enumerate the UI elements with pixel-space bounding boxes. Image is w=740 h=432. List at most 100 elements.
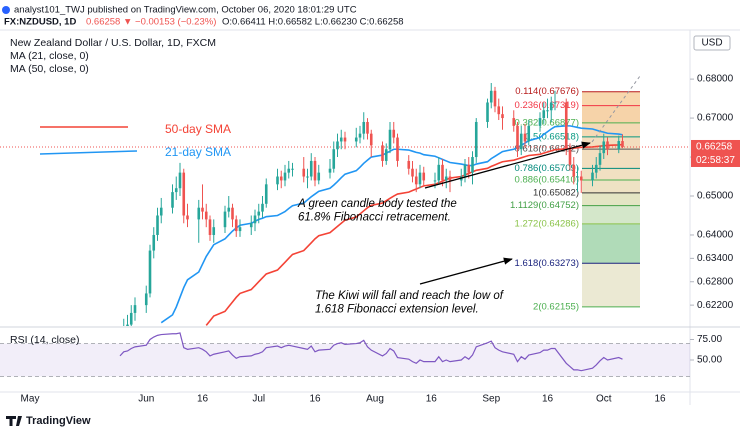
candle-body <box>223 211 227 228</box>
fib-label: 0.114(0.67676) <box>515 86 579 97</box>
rsi-pane <box>0 332 690 377</box>
candle-body <box>411 168 414 177</box>
fib-band <box>582 105 640 123</box>
candle-body <box>253 215 257 224</box>
last-price-box <box>691 139 740 154</box>
candle-body <box>489 90 493 103</box>
candle-body <box>617 141 621 150</box>
sma-annotation: 21-day SMA <box>165 145 231 159</box>
candle-body <box>568 149 572 165</box>
candle-body <box>516 125 519 150</box>
candle-body <box>579 176 583 181</box>
legend-entry: MA (50, close, 0) <box>10 63 89 75</box>
y-tick-label: 0.65000 <box>697 191 734 202</box>
fib-band <box>582 180 640 193</box>
ma-line <box>160 125 623 324</box>
overlay: 21-day SMA 50-day SMA A green candle body … <box>39 75 641 316</box>
x-tick-label: May <box>21 394 40 405</box>
last-price-label: 0.66258 <box>696 142 733 153</box>
rsi-line <box>119 332 623 372</box>
chart-title: New Zealand Dollar / U.S. Dollar, 1D, FX… <box>10 37 216 49</box>
currency-box[interactable] <box>693 35 731 51</box>
legend-entry: MA (21, close, 0) <box>10 50 89 62</box>
fib-label: 0.382(0.66877) <box>515 117 579 128</box>
candle-body <box>467 164 471 173</box>
candle-body <box>328 168 332 173</box>
currency[interactable]: USD <box>701 38 722 49</box>
fib-band <box>582 122 640 137</box>
candle-body <box>283 172 287 181</box>
candle-body <box>126 324 129 326</box>
y-tick-label: 0.64000 <box>697 230 734 241</box>
candle-body <box>156 215 159 235</box>
rsi-band <box>0 343 690 377</box>
candle-body <box>576 176 579 178</box>
candle-body <box>133 305 137 313</box>
sma-annotation: 50-day SMA <box>165 122 231 136</box>
y-tick-label: 0.62800 <box>697 276 734 287</box>
candle-body <box>572 164 576 177</box>
candle-body <box>493 90 497 107</box>
arrow <box>419 257 513 285</box>
y-tick-label: 0.68000 <box>697 74 734 85</box>
fib-label: 2(0.62155) <box>533 301 579 312</box>
fib-band <box>582 168 640 181</box>
x-tick-label: Oct <box>596 394 612 405</box>
candle-body <box>381 145 384 161</box>
note: A green candle body tested the <box>297 198 457 210</box>
candle-body <box>354 137 358 142</box>
candle-body <box>152 234 156 251</box>
candle-body <box>542 110 546 119</box>
candle-body <box>564 102 568 150</box>
rsi-title: RSI (14, close) <box>10 334 79 346</box>
candle-body <box>549 102 553 111</box>
candle-body <box>594 164 598 173</box>
ma-line <box>205 143 623 326</box>
candle-body <box>392 129 396 138</box>
x-tick-label: 16 <box>426 394 438 405</box>
candle-body <box>501 114 504 119</box>
candle-body <box>129 312 133 325</box>
fib-band <box>582 192 640 206</box>
candle-body <box>317 172 321 181</box>
candle-body <box>231 207 234 220</box>
candle-body <box>486 102 489 122</box>
candle-body <box>186 215 189 220</box>
fib-band <box>582 205 640 224</box>
candle-body <box>497 106 501 115</box>
rsi-y-tick-label: 50.00 <box>697 355 722 366</box>
fib-label: 0.5(0.66518) <box>525 131 579 142</box>
x-tick-label: Sep <box>482 394 500 405</box>
candle-body <box>343 137 347 142</box>
fib-band <box>582 149 640 169</box>
x-tick-label: Jun <box>138 394 154 405</box>
candle-body <box>144 293 148 306</box>
countdown-box <box>691 153 740 167</box>
fib-label: 0.886(0.65410) <box>515 175 579 186</box>
fib-label: 0.236(0.67319) <box>515 100 579 111</box>
candle-body <box>174 188 178 193</box>
rsi-y-tick-label: 75.00 <box>697 334 722 345</box>
candle-body <box>591 172 594 181</box>
fib-label: 1.272(0.64286) <box>515 218 579 229</box>
note: 1.618 Fibonacci extension level. <box>315 304 479 316</box>
candle-body <box>313 160 317 181</box>
candle-body <box>414 176 418 185</box>
candle-body <box>264 184 268 204</box>
candle-body <box>178 172 182 189</box>
x-tick-label: 16 <box>197 394 209 405</box>
candle-body <box>388 129 392 150</box>
candle-body <box>512 118 516 126</box>
x-tick-label: Jul <box>252 394 265 405</box>
candle-body <box>602 141 606 154</box>
candle-body <box>238 227 242 232</box>
fib-label: 0.618(0.66202) <box>515 144 579 155</box>
candle-body <box>407 160 411 169</box>
candle-body <box>208 219 212 235</box>
candle-body <box>527 125 531 142</box>
fib-label: 1.618(0.63273) <box>515 258 579 269</box>
candle-body <box>418 172 422 185</box>
brand: TradingView <box>26 415 91 427</box>
